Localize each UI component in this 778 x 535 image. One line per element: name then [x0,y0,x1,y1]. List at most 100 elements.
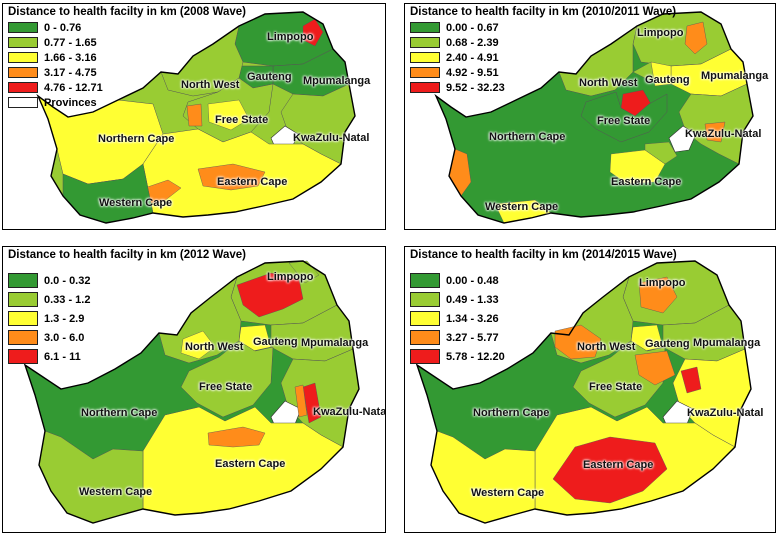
legend-item: 0.0 - 0.32 [8,271,90,290]
legend-label: 1.66 - 3.16 [44,51,97,64]
legend-swatch [410,349,440,364]
legend-item: 0.00 - 0.48 [410,271,505,290]
legend-item: Provinces [8,95,103,110]
legend-swatch [410,311,440,326]
province-label-eastern-cape: Eastern Cape [217,176,288,188]
legend-swatch [8,97,38,108]
province-label-kwazulu-natal: KwaZulu-Natal [293,132,370,144]
legend-label: 3.17 - 4.75 [44,66,97,79]
province-label-free-state: Free State [597,115,651,127]
map-title: Distance to health facilty in km (2008 W… [8,6,246,18]
province-label-northern-cape: Northern Cape [81,407,158,419]
legend-label: 1.34 - 3.26 [446,312,499,325]
legend-swatch [8,22,38,33]
legend-swatch [410,37,440,48]
legend-swatch [410,292,440,307]
legend-item: 2.40 - 4.91 [410,50,505,65]
province-label-northern-cape: Northern Cape [98,133,175,145]
legend-swatch [8,273,38,288]
legend-item: 3.17 - 4.75 [8,65,103,80]
province-label-mpumalanga: Mpumalanga [303,75,371,87]
province-label-eastern-cape: Eastern Cape [215,458,286,470]
map-legend: 0.0 - 0.32 0.33 - 1.2 1.3 - 2.9 3.0 - 6.… [8,271,90,366]
legend-item: 6.1 - 11 [8,347,90,366]
province-label-western-cape: Western Cape [471,487,545,499]
legend-item: 0.77 - 1.65 [8,35,103,50]
province-label-limpopo: Limpopo [267,31,314,43]
map-legend: 0 - 0.76 0.77 - 1.65 1.66 - 3.16 3.17 - … [8,20,103,110]
province-label-north-west: North West [185,341,244,353]
legend-swatch [8,349,38,364]
legend-item: 0.68 - 2.39 [410,35,505,50]
legend-label: 0.68 - 2.39 [446,36,499,49]
legend-label: 0.00 - 0.48 [446,274,499,287]
legend-swatch [8,67,38,78]
province-label-kwazulu-natal: KwaZulu-Natal [313,406,386,418]
legend-label: 0.0 - 0.32 [44,274,91,287]
legend-item: 9.52 - 32.23 [410,80,505,95]
province-label-limpopo: Limpopo [267,271,314,283]
province-label-kwazulu-natal: KwaZulu-Natal [685,128,762,140]
province-label-north-west: North West [577,341,636,353]
province-label-north-west: North West [181,79,240,91]
legend-label: Provinces [44,96,97,109]
map-title: Distance to health facilty in km (2010/2… [410,6,677,18]
map-title: Distance to health facilty in km (2012 W… [8,249,246,261]
province-label-limpopo: Limpopo [639,277,686,289]
legend-label: 1.3 - 2.9 [44,312,85,325]
province-label-gauteng: Gauteng [645,338,690,350]
legend-item: 0 - 0.76 [8,20,103,35]
legend-item: 0.33 - 1.2 [8,290,90,309]
province-label-eastern-cape: Eastern Cape [611,176,682,188]
legend-label: 0.00 - 0.67 [446,21,499,34]
province-label-gauteng: Gauteng [645,74,690,86]
legend-swatch [410,330,440,345]
legend-item: 5.78 - 12.20 [410,347,505,366]
province-label-free-state: Free State [215,114,269,126]
map-legend: 0.00 - 0.67 0.68 - 2.39 2.40 - 4.91 4.92… [410,20,505,95]
province-label-free-state: Free State [589,381,643,393]
province-label-north-west: North West [579,77,638,89]
map-panel-2014-2015: Distance to health facilty in km (2014/2… [404,246,776,533]
legend-item: 4.76 - 12.71 [8,80,103,95]
province-label-mpumalanga: Mpumalanga [693,337,761,349]
legend-swatch [410,67,440,78]
map-title: Distance to health facilty in km (2014/2… [410,249,677,261]
legend-swatch [410,273,440,288]
legend-item: 3.27 - 5.77 [410,328,505,347]
province-label-gauteng: Gauteng [253,336,298,348]
legend-item: 1.34 - 3.26 [410,309,505,328]
province-label-free-state: Free State [199,381,253,393]
legend-label: 0 - 0.76 [44,21,82,34]
legend-label: 5.78 - 12.20 [446,350,505,363]
legend-swatch [8,52,38,63]
legend-label: 0.77 - 1.65 [44,36,97,49]
province-label-eastern-cape: Eastern Cape [583,459,654,471]
choropleth-map-2012 [23,260,360,524]
legend-label: 4.92 - 9.51 [446,66,499,79]
map-panel-2010-2011: Distance to health facilty in km (2010/2… [404,3,776,230]
province-label-northern-cape: Northern Cape [473,407,550,419]
province-label-mpumalanga: Mpumalanga [701,70,769,82]
choropleth-map-2014-2015 [415,260,752,524]
legend-swatch [8,82,38,93]
legend-label: 0.33 - 1.2 [44,293,91,306]
province-label-kwazulu-natal: KwaZulu-Natal [687,407,764,419]
legend-item: 0.49 - 1.33 [410,290,505,309]
legend-swatch [8,330,38,345]
province-label-western-cape: Western Cape [79,486,153,498]
legend-swatch [8,311,38,326]
province-label-western-cape: Western Cape [485,201,559,213]
legend-item: 3.0 - 6.0 [8,328,90,347]
legend-swatch [410,52,440,63]
legend-label: 3.0 - 6.0 [44,331,85,344]
map-panel-2012: Distance to health facilty in km (2012 W… [2,246,386,533]
province-label-limpopo: Limpopo [637,27,684,39]
legend-swatch [8,37,38,48]
map-legend: 0.00 - 0.48 0.49 - 1.33 1.34 - 3.26 3.27… [410,271,505,366]
choropleth-map-2008 [36,11,356,224]
legend-item: 4.92 - 9.51 [410,65,505,80]
legend-label: 2.40 - 4.91 [446,51,499,64]
legend-swatch [410,82,440,93]
legend-label: 0.49 - 1.33 [446,293,499,306]
